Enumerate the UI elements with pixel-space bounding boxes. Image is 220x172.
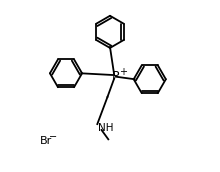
Text: −: − [49, 132, 57, 142]
Text: Br: Br [40, 136, 52, 146]
Text: P: P [111, 70, 119, 83]
Text: +: + [119, 67, 127, 77]
Text: NH: NH [98, 123, 114, 133]
